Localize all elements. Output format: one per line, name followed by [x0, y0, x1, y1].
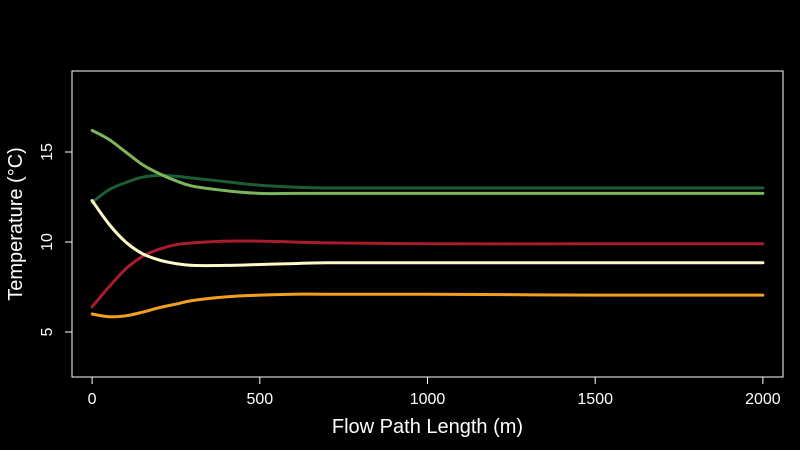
x-tick-label: 2000: [745, 391, 781, 408]
y-axis-title: Temperature (°C): [5, 147, 27, 301]
x-tick-label: 1000: [410, 391, 446, 408]
series-line-2: [90, 128, 765, 196]
x-tick-label: 500: [246, 391, 273, 408]
x-axis: 0 500 1000 1500 2000: [88, 377, 781, 408]
series-line-4: [90, 199, 765, 268]
series-line-3: [90, 239, 765, 309]
series-line-1: [90, 173, 765, 204]
x-axis-title: Flow Path Length (m): [332, 416, 523, 438]
y-tick-label: 10: [39, 233, 56, 251]
y-tick-label: 15: [39, 143, 56, 161]
x-tick-label: 0: [88, 391, 97, 408]
series-group: [90, 128, 765, 319]
series-line-5: [90, 292, 765, 319]
y-tick-label: 5: [39, 327, 56, 336]
x-tick-label: 1500: [577, 391, 613, 408]
y-axis: 5 10 15: [39, 143, 72, 336]
